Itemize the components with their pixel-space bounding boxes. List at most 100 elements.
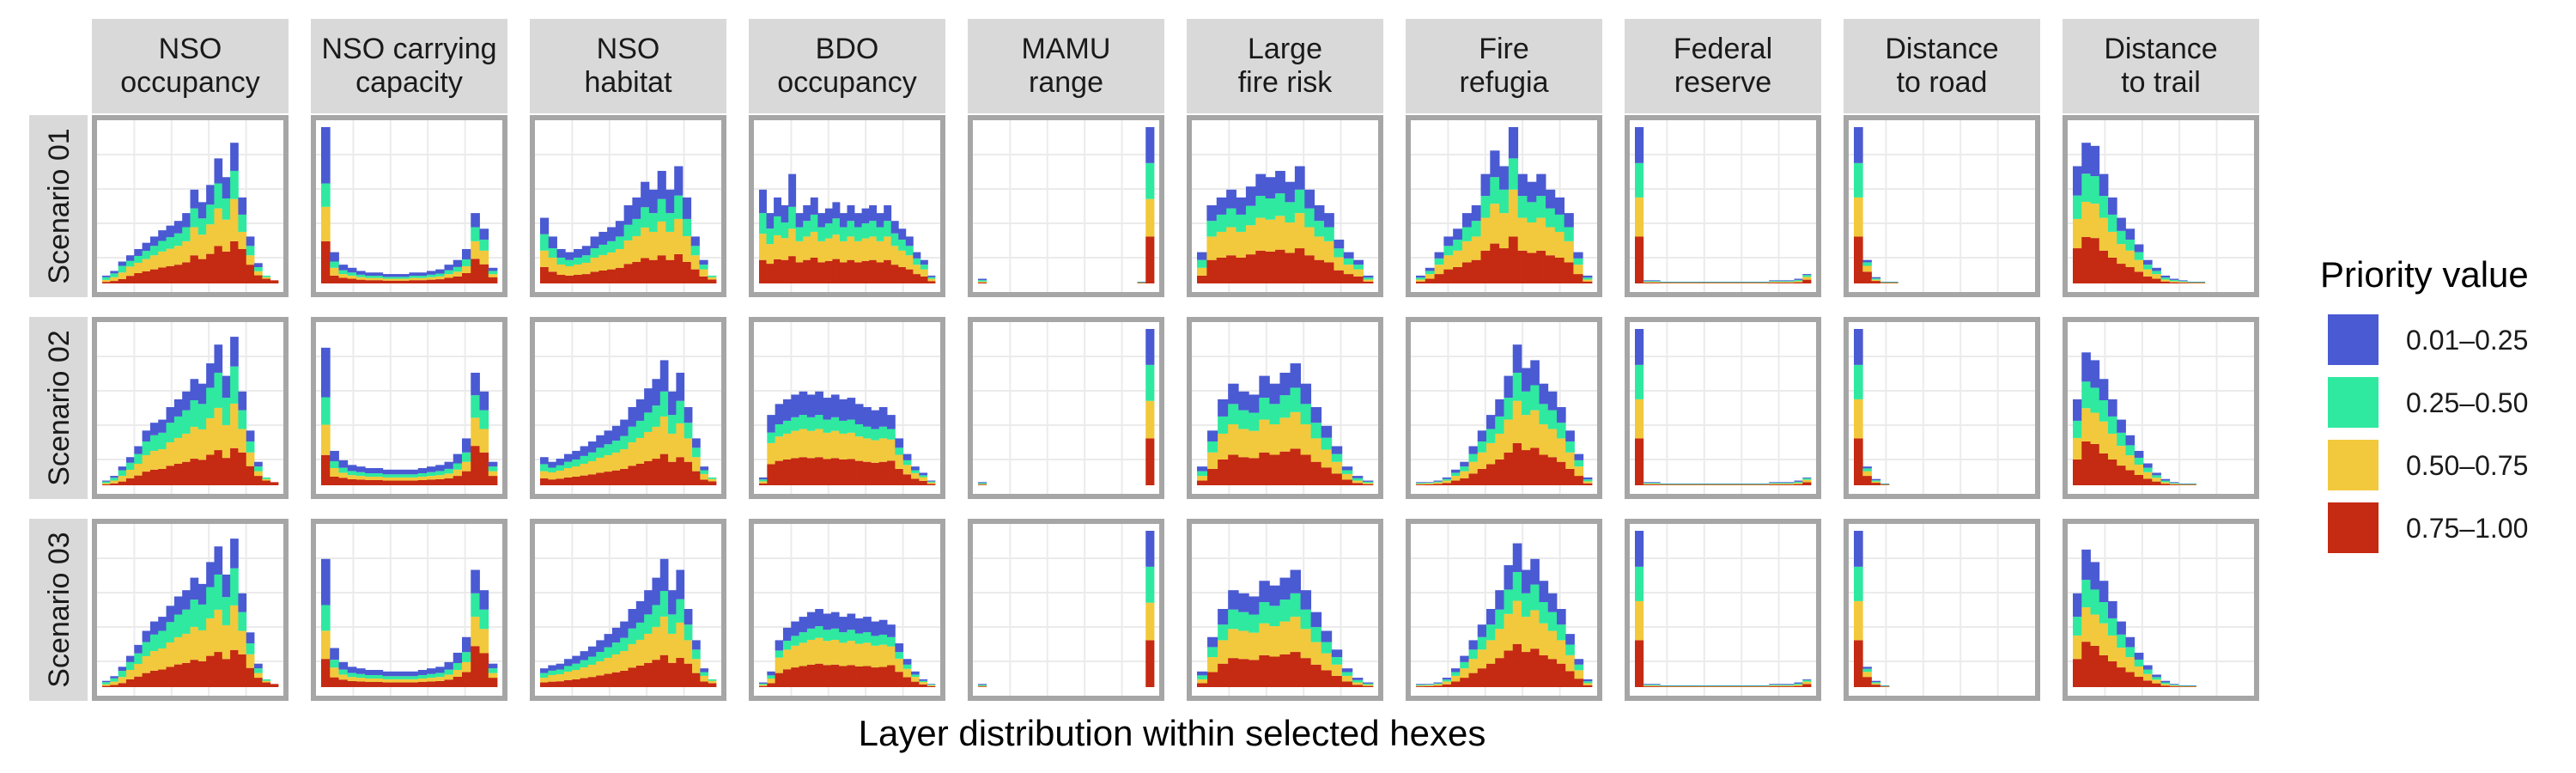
- bar-segment: [869, 236, 878, 260]
- bar-segment: [1468, 473, 1479, 485]
- panel-border: [1187, 115, 1383, 297]
- bar-segment: [479, 391, 489, 411]
- bar-segment: [1854, 236, 1863, 283]
- bar-segment: [214, 208, 223, 247]
- bar-segment: [1794, 481, 1803, 484]
- bar-segment: [118, 466, 127, 471]
- bar-segment: [1218, 416, 1229, 434]
- bar-segment: [254, 466, 263, 472]
- bar-segment: [1785, 280, 1795, 282]
- bar-segment: [871, 645, 880, 668]
- bar-segment: [863, 407, 872, 427]
- bar-segment: [824, 238, 833, 261]
- bar-segment: [238, 231, 247, 249]
- bar-segment: [1777, 686, 1787, 687]
- bar-segment: [1660, 686, 1669, 687]
- bar-segment: [2108, 197, 2117, 215]
- bar-segment: [1522, 617, 1531, 653]
- bar-segment: [1255, 250, 1267, 283]
- bar-segment: [392, 682, 401, 687]
- bar-segment: [238, 452, 247, 485]
- strip-fed: [1625, 19, 1821, 113]
- bar-segment: [1752, 484, 1761, 485]
- bar-segment: [683, 663, 693, 687]
- panel-r2-mamu: [968, 317, 1164, 499]
- bar-segment: [1862, 476, 1872, 485]
- bar-segment: [871, 440, 880, 463]
- bar-segment: [392, 274, 401, 277]
- bar-segment: [182, 262, 191, 283]
- panel-border: [749, 317, 945, 499]
- bar-segment: [1557, 461, 1566, 485]
- bar-segment: [795, 227, 804, 241]
- bar-segment: [1854, 438, 1863, 485]
- bar-segment: [382, 682, 392, 687]
- bar-segment: [2187, 484, 2196, 485]
- bar-segment: [895, 643, 904, 653]
- panel-border: [749, 519, 945, 701]
- bar-segment: [1702, 484, 1710, 485]
- bar-segment: [665, 259, 675, 283]
- strip-nso_occ: [92, 19, 289, 113]
- bar-segment: [110, 681, 119, 685]
- bar-segment: [392, 480, 401, 485]
- bar-segment: [417, 669, 428, 675]
- bar-segment: [125, 276, 135, 283]
- bar-segment: [1565, 452, 1575, 469]
- bar-segment: [347, 278, 357, 283]
- bar-segment: [2187, 282, 2196, 283]
- bar-segment: [338, 277, 349, 283]
- strip-label-line: range: [1029, 66, 1103, 99]
- bar-segment: [556, 673, 565, 682]
- bar-segment: [166, 606, 175, 623]
- bar-segment: [166, 441, 175, 466]
- panel-r3-fed: [1625, 519, 1821, 701]
- bar-segment: [2152, 475, 2161, 478]
- bar-segment: [548, 665, 557, 671]
- bar-segment: [1660, 282, 1669, 283]
- bar-segment: [1352, 682, 1364, 685]
- bar-segment: [668, 391, 677, 416]
- row-strip-3: [29, 519, 88, 701]
- bar-segment: [173, 399, 183, 417]
- bar-segment: [1321, 630, 1333, 642]
- bar-segment: [142, 242, 151, 252]
- bar-segment: [2125, 435, 2136, 446]
- bar-segment: [254, 461, 263, 467]
- bar-segment: [197, 383, 207, 405]
- bar-segment: [230, 240, 239, 283]
- bar-segment: [392, 474, 401, 478]
- bar-segment: [2108, 433, 2117, 460]
- bar-segment: [118, 476, 127, 482]
- bar-segment: [815, 415, 823, 429]
- bar-segment: [1727, 282, 1736, 283]
- bar-segment: [607, 227, 617, 241]
- bar-segment: [435, 279, 445, 283]
- panel-r1-fire_ref: [1406, 115, 1602, 297]
- bar-segment: [1433, 482, 1443, 484]
- bar-segment: [699, 265, 708, 270]
- bar-segment: [1760, 686, 1770, 687]
- bar-segment: [1468, 640, 1479, 650]
- bar-segment: [374, 276, 384, 278]
- bar-segment: [238, 214, 247, 232]
- bar-segment: [2081, 173, 2091, 202]
- bar-segment: [246, 452, 255, 466]
- panel-r3-mamu: [968, 519, 1164, 701]
- bar-segment: [1442, 684, 1452, 687]
- bar-segment: [611, 654, 621, 673]
- bar-segment: [1304, 227, 1315, 256]
- bar-segment: [563, 666, 573, 672]
- bar-segment: [898, 250, 907, 267]
- bar-segment: [700, 466, 709, 471]
- strip-label-line: NSO: [597, 33, 660, 65]
- bar-segment: [1480, 217, 1491, 251]
- bar-segment: [548, 467, 557, 472]
- bar-segment: [1530, 410, 1540, 448]
- bar-segment: [125, 462, 135, 470]
- bar-segment: [338, 661, 349, 670]
- bar-segment: [356, 277, 366, 280]
- panel-border: [92, 317, 289, 499]
- bar-segment: [1676, 685, 1686, 686]
- bar-segment: [2178, 685, 2188, 686]
